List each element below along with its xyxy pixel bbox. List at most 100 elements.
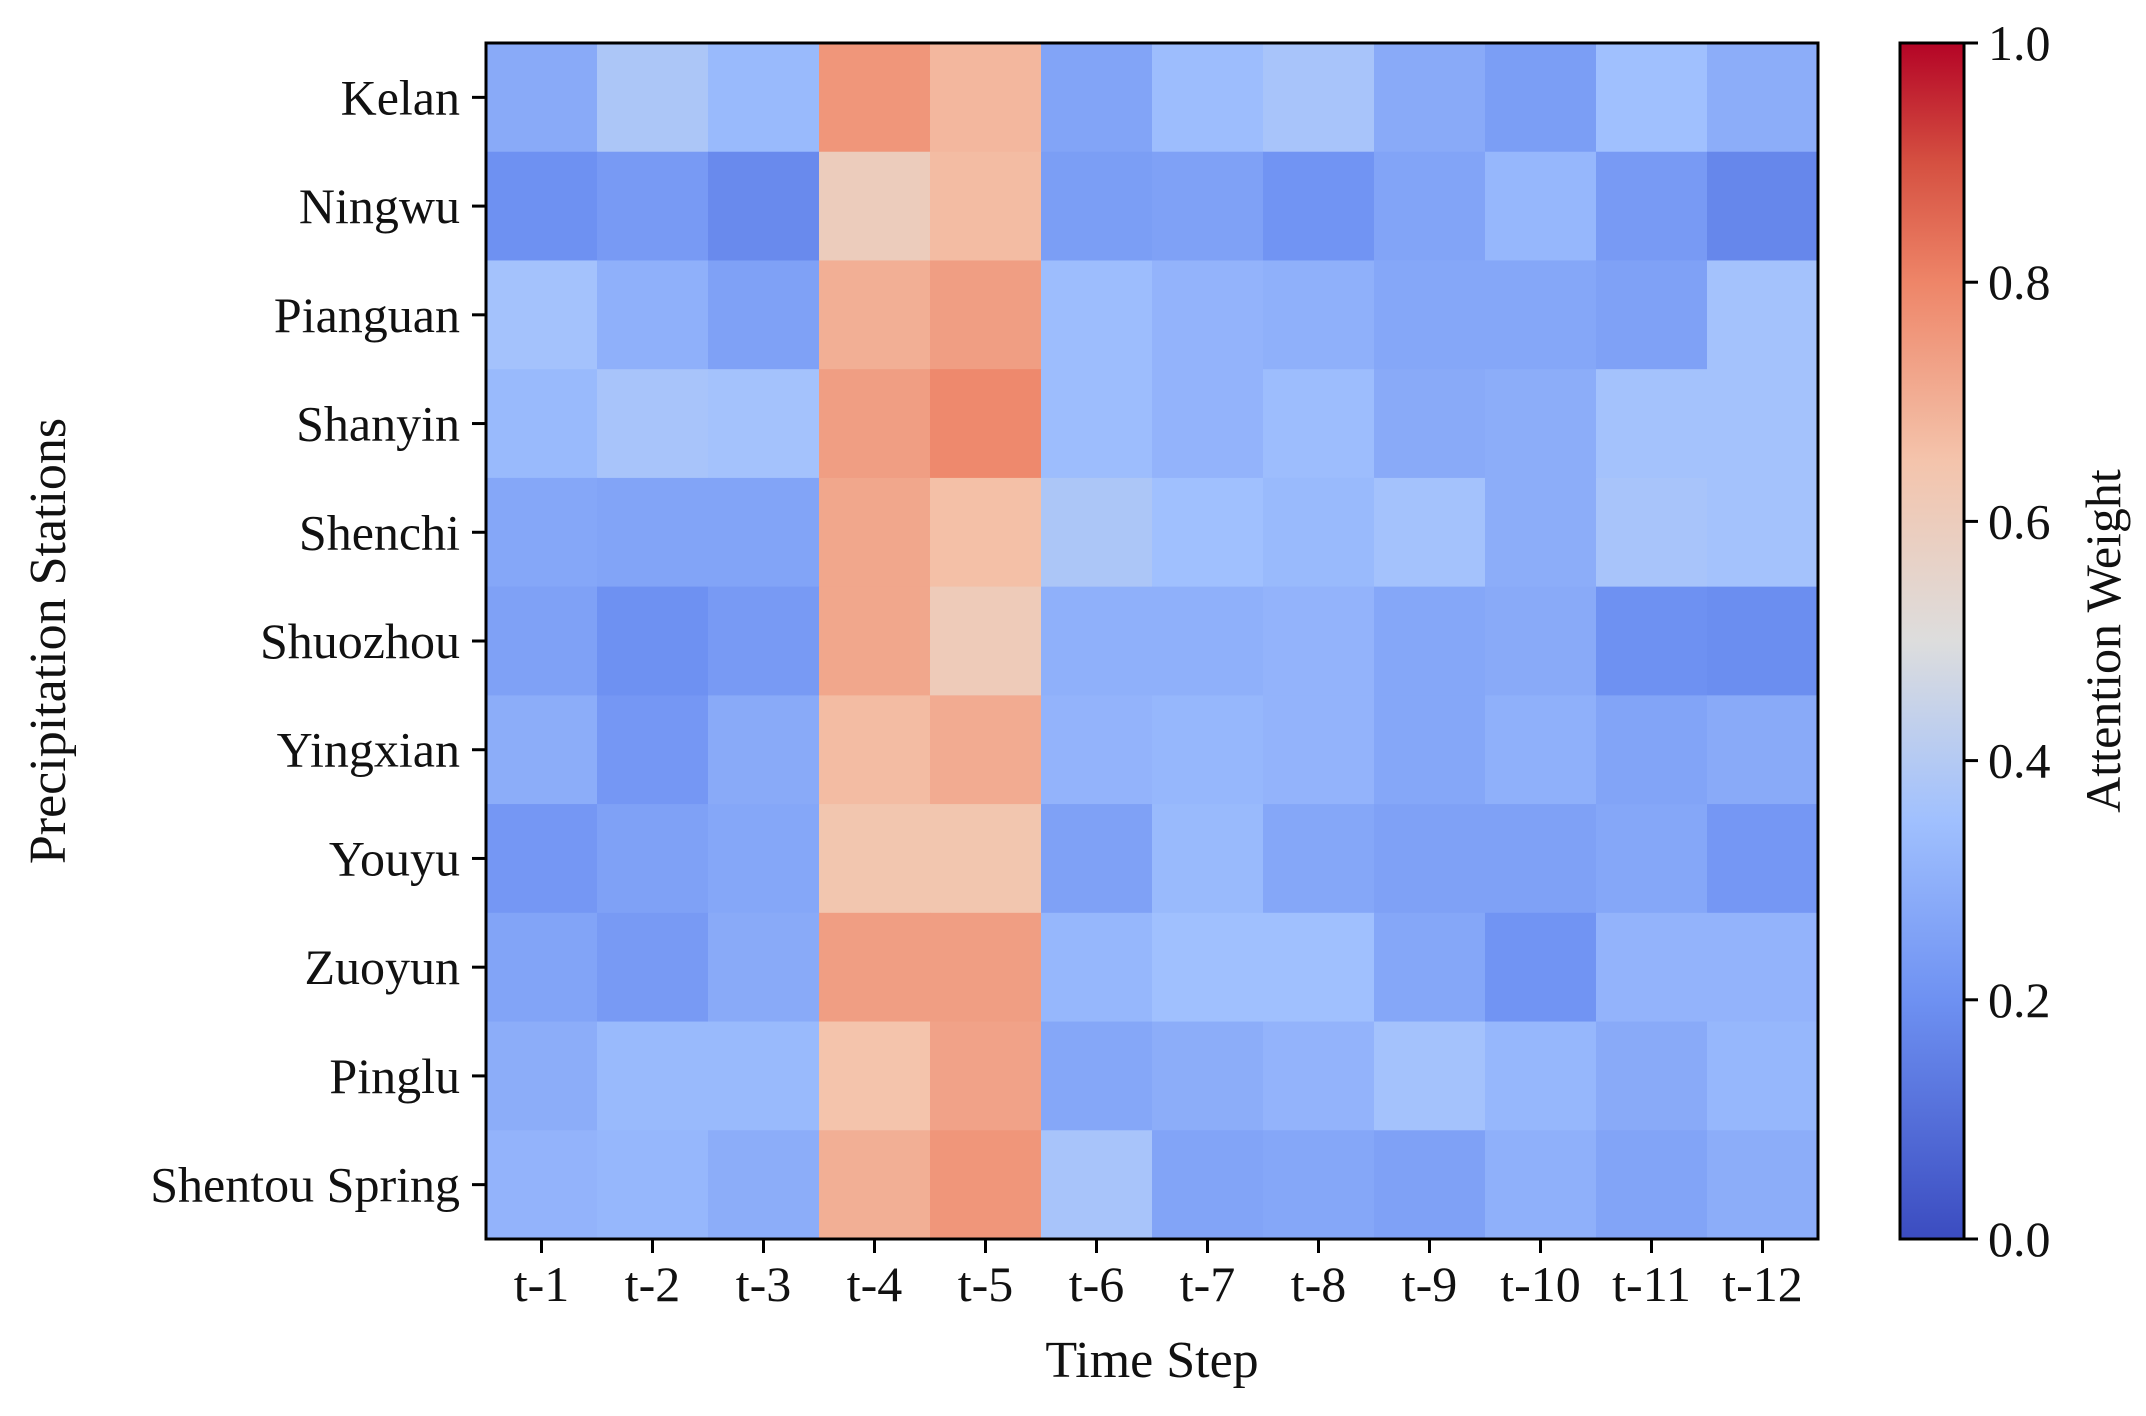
heatmap-cell [1041,369,1153,479]
heatmap-cell [1041,695,1153,805]
heatmap-cell [486,1130,598,1240]
heatmap-cell [1041,260,1153,370]
heatmap-cell [1374,586,1486,696]
heatmap-cell [1707,804,1819,914]
heatmap-cells [486,43,1819,1240]
y-axis-ticks: Kelan Ningwu Pianguan Shanyin Shenchi Shuozho… [150,69,486,1213]
heatmap-cell [1374,369,1486,479]
heatmap-cell [1152,1021,1264,1131]
heatmap-cell [597,369,709,479]
y-tick-label: Zuoyun [304,939,460,995]
heatmap-cell [1596,260,1708,370]
heatmap-cell [486,369,598,479]
y-tick-label: Pinglu [329,1048,460,1104]
heatmap-cell [708,695,820,805]
colorbar-tick-label: 0.2 [1988,972,2051,1028]
heatmap-cell [486,477,598,588]
heatmap-cell [1263,260,1375,370]
x-tick-label: t-11 [1612,1256,1691,1312]
heatmap-cell [930,695,1042,805]
heatmap-cell [930,1021,1042,1131]
heatmap-cell [1707,369,1819,479]
heatmap-cell [1485,151,1597,262]
heatmap-cell [597,43,709,153]
heatmap-cell [1707,43,1819,153]
heatmap-cell [708,369,820,479]
heatmap-cell [597,1130,709,1240]
heatmap-cell [1152,151,1264,262]
y-tick-label: Youyu [329,830,460,886]
y-axis-label: Precipitation Stations [20,418,77,864]
heatmap-cell [1263,1021,1375,1131]
heatmap-cell [1707,912,1819,1023]
x-tick-label: t-5 [958,1256,1014,1312]
heatmap-cell [1596,477,1708,588]
y-tick-label: Ningwu [299,178,460,234]
heatmap-cell [1263,586,1375,696]
heatmap-cell [1374,477,1486,588]
colorbar-ticks: 0.0 0.2 0.4 0.6 0.8 1.0 [1964,15,2051,1267]
x-tick-label: t-8 [1291,1256,1347,1312]
heatmap-cell [1152,695,1264,805]
heatmap-cell [1596,1021,1708,1131]
heatmap-cell [1041,477,1153,588]
heatmap-cell [819,695,931,805]
heatmap-cell [819,1130,931,1240]
heatmap-cell [1152,369,1264,479]
heatmap-cell [486,1021,598,1131]
heatmap-cell [819,804,931,914]
heatmap-cell [1596,151,1708,262]
heatmap-cell [1041,586,1153,696]
y-tick-label: Shuozhou [260,613,460,669]
heatmap-cell [1596,1130,1708,1240]
x-tick-label: t-9 [1402,1256,1458,1312]
heatmap-cell [1374,1021,1486,1131]
heatmap-cell [486,43,598,153]
heatmap-cell [1263,43,1375,153]
heatmap-cell [1707,1130,1819,1240]
heatmap-cell [1374,695,1486,805]
heatmap-cell [819,151,931,262]
heatmap-cell [1374,804,1486,914]
heatmap-cell [1263,912,1375,1023]
heatmap-cell [1374,912,1486,1023]
heatmap-cell [930,586,1042,696]
heatmap-cell [708,804,820,914]
heatmap-cell [597,912,709,1023]
heatmap-cell [1707,586,1819,696]
heatmap-cell [930,1130,1042,1240]
heatmap-cell [486,695,598,805]
heatmap-cell [1485,586,1597,696]
heatmap-cell [1485,1130,1597,1240]
heatmap-cell [1152,804,1264,914]
heatmap-cell [1152,586,1264,696]
heatmap-cell [1374,260,1486,370]
heatmap-cell [1041,151,1153,262]
colorbar-tick-label: 0.8 [1988,254,2051,310]
heatmap-cell [1152,260,1264,370]
colorbar-label: Attention Weight [2075,469,2131,813]
heatmap-cell [597,586,709,696]
y-tick-label: Kelan [341,69,460,125]
heatmap-cell [708,477,820,588]
heatmap-cell [1152,43,1264,153]
heatmap-cell [1596,369,1708,479]
heatmap-cell [930,260,1042,370]
heatmap-cell [708,151,820,262]
x-tick-label: t-6 [1069,1256,1125,1312]
heatmap-cell [1041,804,1153,914]
heatmap-cell [1707,695,1819,805]
heatmap-cell [708,43,820,153]
heatmap-cell [1041,1021,1153,1131]
heatmap-cell [1263,695,1375,805]
colorbar-tick-label: 0.0 [1988,1211,2051,1267]
heatmap-cell [1485,695,1597,805]
heatmap-cell [486,151,598,262]
heatmap-cell [597,260,709,370]
heatmap-cell [597,1021,709,1131]
heatmap-cell [1485,369,1597,479]
x-axis-ticks: t-1 t-2 t-3 t-4 t-5 t-6 t-7 t-8 t-9 t-10 t-11 t-12 [514,1239,1803,1312]
heatmap-cell [819,1021,931,1131]
heatmap-cell [1596,695,1708,805]
